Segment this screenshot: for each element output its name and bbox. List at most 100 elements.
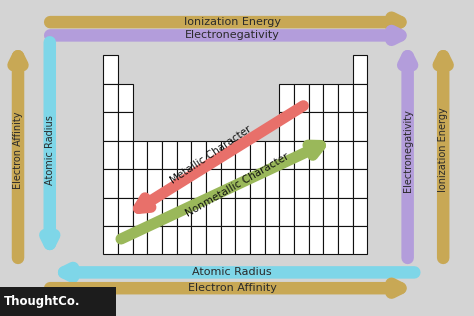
Bar [162, 169, 177, 198]
Bar [353, 169, 367, 198]
Bar [147, 198, 162, 226]
Bar [236, 226, 250, 254]
Bar [133, 198, 147, 226]
Bar [206, 226, 221, 254]
Bar [353, 55, 367, 84]
Bar [338, 84, 353, 112]
Bar [118, 198, 133, 226]
Bar [309, 84, 323, 112]
Text: Electron Affinity: Electron Affinity [188, 283, 277, 293]
Bar [264, 169, 279, 198]
Bar [118, 169, 133, 198]
Bar [338, 112, 353, 141]
Text: Electronegativity: Electronegativity [185, 30, 280, 40]
Bar [309, 226, 323, 254]
Bar [279, 112, 294, 141]
Bar [118, 141, 133, 169]
Bar [279, 84, 294, 112]
Bar [177, 198, 191, 226]
Bar [177, 141, 191, 169]
Bar [191, 198, 206, 226]
Bar [191, 226, 206, 254]
Bar [294, 141, 309, 169]
Bar [206, 198, 221, 226]
Bar [221, 198, 235, 226]
Bar [323, 112, 338, 141]
Bar [236, 169, 250, 198]
Bar [147, 226, 162, 254]
Bar [103, 198, 118, 226]
Bar [133, 226, 147, 254]
Text: Atomic Radius: Atomic Radius [192, 267, 272, 277]
Bar [338, 141, 353, 169]
Bar [0, 287, 116, 316]
Bar [206, 141, 221, 169]
Bar [338, 226, 353, 254]
Bar [103, 141, 118, 169]
Bar [309, 141, 323, 169]
Bar [162, 141, 177, 169]
Text: ThoughtCo.: ThoughtCo. [4, 295, 80, 308]
Bar [323, 169, 338, 198]
Bar [118, 112, 133, 141]
Text: Ionization Energy: Ionization Energy [438, 108, 448, 192]
Bar [162, 226, 177, 254]
Bar [353, 84, 367, 112]
Bar [177, 226, 191, 254]
Bar [103, 112, 118, 141]
Bar [133, 141, 147, 169]
Bar [250, 141, 264, 169]
Bar [133, 169, 147, 198]
Bar [309, 198, 323, 226]
Text: Electronegativity: Electronegativity [402, 109, 413, 191]
Bar [294, 198, 309, 226]
Bar [103, 55, 118, 84]
Bar [353, 112, 367, 141]
Bar [279, 198, 294, 226]
Bar [250, 226, 264, 254]
Bar [191, 141, 206, 169]
Bar [338, 198, 353, 226]
Bar [147, 141, 162, 169]
Bar [250, 198, 264, 226]
Bar [236, 141, 250, 169]
Text: Atomic Radius: Atomic Radius [45, 115, 55, 185]
Bar [206, 169, 221, 198]
Bar [309, 112, 323, 141]
Bar [118, 84, 133, 112]
Bar [353, 198, 367, 226]
Bar [221, 141, 235, 169]
Bar [221, 169, 235, 198]
Text: Nonmetallic Character: Nonmetallic Character [183, 151, 291, 219]
Bar [294, 112, 309, 141]
Bar [353, 141, 367, 169]
Bar [147, 169, 162, 198]
Bar [294, 169, 309, 198]
Bar [236, 198, 250, 226]
Bar [162, 198, 177, 226]
Bar [309, 169, 323, 198]
Bar [191, 169, 206, 198]
Bar [353, 226, 367, 254]
Bar [264, 226, 279, 254]
Bar [103, 226, 118, 254]
Bar [294, 226, 309, 254]
Bar [323, 198, 338, 226]
Bar [118, 226, 133, 254]
Bar [103, 169, 118, 198]
Bar [323, 84, 338, 112]
Bar [279, 226, 294, 254]
Bar [323, 141, 338, 169]
Text: Metallic Character: Metallic Character [169, 124, 253, 186]
Bar [103, 84, 118, 112]
Text: Electron Affinity: Electron Affinity [13, 111, 23, 189]
Bar [264, 198, 279, 226]
Bar [279, 141, 294, 169]
Bar [279, 169, 294, 198]
Bar [221, 226, 235, 254]
Bar [250, 169, 264, 198]
Bar [338, 169, 353, 198]
Bar [294, 84, 309, 112]
Bar [177, 169, 191, 198]
Bar [323, 226, 338, 254]
